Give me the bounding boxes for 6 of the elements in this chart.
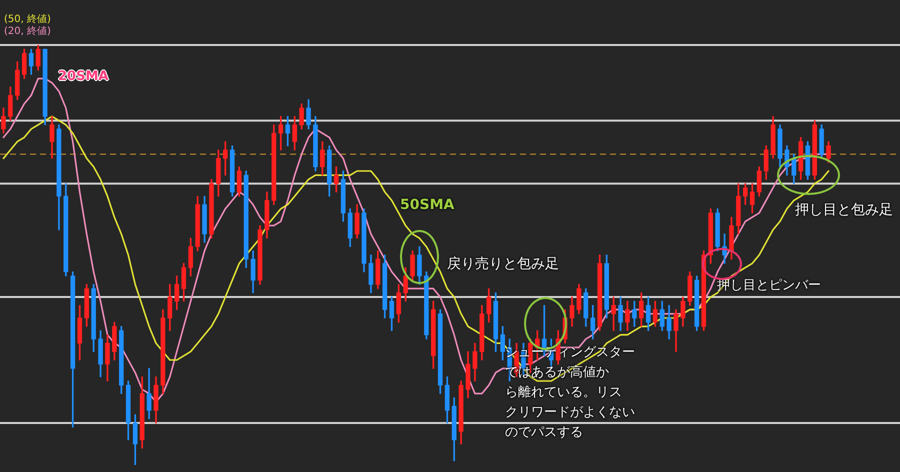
annotation: 50SMA bbox=[400, 196, 454, 214]
text: (20, 終値) bbox=[4, 26, 51, 38]
annotation: 20SMA bbox=[58, 68, 108, 85]
annotation: 戻り売りと包み足 bbox=[447, 255, 559, 273]
text: (50, 終値) bbox=[4, 14, 51, 26]
annotation: 押し目と包み足 bbox=[795, 201, 893, 219]
